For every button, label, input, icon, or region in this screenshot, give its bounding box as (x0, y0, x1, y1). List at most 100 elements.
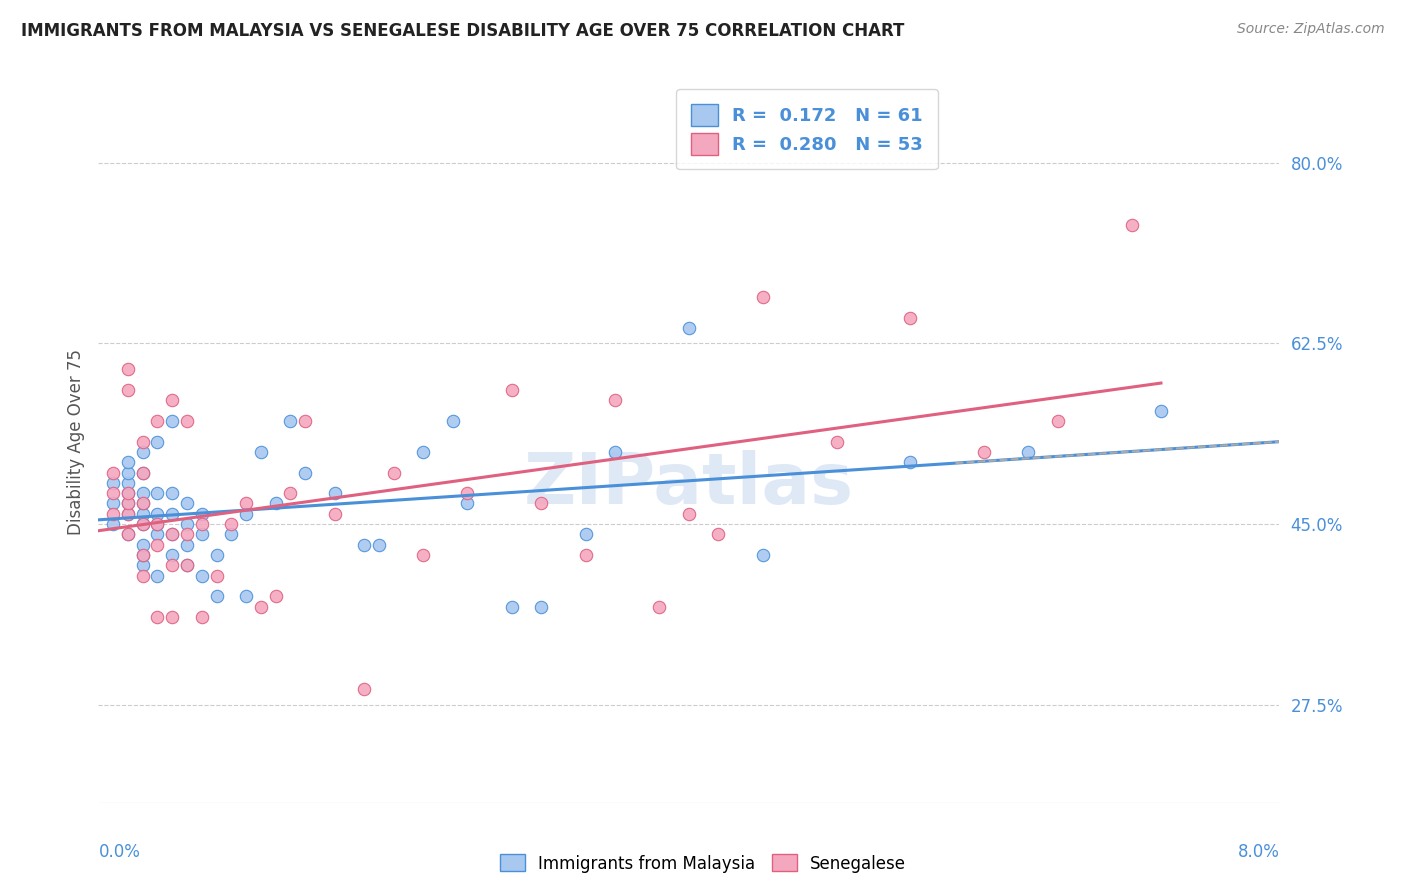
Point (235, 590, 257, 604)
Text: ZIPatlas: ZIPatlas (524, 450, 853, 519)
Point (146, 568, 169, 582)
Point (191, 527, 214, 541)
Point (132, 496, 155, 510)
Point (501, 599, 523, 614)
Point (132, 496, 155, 510)
Point (132, 466, 155, 480)
Point (353, 682, 375, 697)
Point (368, 538, 391, 552)
Point (205, 568, 228, 582)
Point (280, 414, 302, 428)
Point (132, 517, 155, 532)
Point (146, 486, 169, 500)
Text: 8.0%: 8.0% (1237, 843, 1279, 861)
Point (707, 527, 730, 541)
Point (323, 486, 346, 500)
Point (132, 445, 155, 459)
Point (176, 496, 198, 510)
Point (501, 383, 523, 397)
Point (605, 393, 627, 408)
Point (412, 445, 434, 459)
Point (1150, 403, 1173, 417)
Point (132, 538, 155, 552)
Legend: Immigrants from Malaysia, Senegalese: Immigrants from Malaysia, Senegalese (494, 847, 912, 880)
Point (146, 527, 169, 541)
Point (146, 538, 169, 552)
Point (457, 486, 479, 500)
Point (280, 486, 302, 500)
Point (176, 517, 198, 532)
Point (117, 507, 139, 521)
Point (117, 486, 139, 500)
Point (117, 527, 139, 541)
Point (221, 527, 243, 541)
Point (117, 383, 139, 397)
Point (264, 496, 287, 510)
Point (146, 414, 169, 428)
Point (353, 538, 375, 552)
Point (132, 548, 155, 562)
Point (441, 414, 464, 428)
Point (117, 362, 139, 376)
Point (132, 507, 155, 521)
Point (900, 455, 922, 469)
Point (176, 558, 198, 573)
Point (162, 548, 183, 562)
Point (103, 475, 125, 490)
Point (117, 486, 139, 500)
Point (162, 393, 183, 408)
Point (575, 527, 598, 541)
Point (1046, 414, 1070, 428)
Point (191, 517, 214, 532)
Point (530, 599, 553, 614)
Point (117, 507, 139, 521)
Point (412, 548, 434, 562)
Point (176, 558, 198, 573)
Point (752, 290, 775, 304)
Point (605, 445, 627, 459)
Point (162, 610, 183, 624)
Point (103, 507, 125, 521)
Point (648, 599, 671, 614)
Point (250, 599, 273, 614)
Point (825, 434, 848, 449)
Point (132, 558, 155, 573)
Point (146, 434, 169, 449)
Point (973, 445, 995, 459)
Point (205, 590, 228, 604)
Point (132, 548, 155, 562)
Point (132, 486, 155, 500)
Point (132, 568, 155, 582)
Point (103, 466, 125, 480)
Point (117, 475, 139, 490)
Point (457, 496, 479, 510)
Point (191, 610, 214, 624)
Point (132, 434, 155, 449)
Point (294, 414, 316, 428)
Point (146, 610, 169, 624)
Legend: R =  0.172   N = 61, R =  0.280   N = 53: R = 0.172 N = 61, R = 0.280 N = 53 (676, 89, 938, 169)
Point (132, 517, 155, 532)
Point (162, 527, 183, 541)
Point (678, 507, 700, 521)
Point (250, 445, 273, 459)
Point (117, 455, 139, 469)
Point (191, 507, 214, 521)
Point (176, 414, 198, 428)
Point (1018, 445, 1040, 459)
Point (117, 527, 139, 541)
Point (146, 517, 169, 532)
Point (752, 548, 775, 562)
Point (162, 486, 183, 500)
Point (162, 414, 183, 428)
Point (162, 558, 183, 573)
Point (162, 527, 183, 541)
Point (1121, 218, 1143, 232)
Text: IMMIGRANTS FROM MALAYSIA VS SENEGALESE DISABILITY AGE OVER 75 CORRELATION CHART: IMMIGRANTS FROM MALAYSIA VS SENEGALESE D… (21, 22, 904, 40)
Point (146, 507, 169, 521)
Point (162, 507, 183, 521)
Point (176, 527, 198, 541)
Point (132, 466, 155, 480)
Text: 0.0%: 0.0% (98, 843, 141, 861)
Point (117, 496, 139, 510)
